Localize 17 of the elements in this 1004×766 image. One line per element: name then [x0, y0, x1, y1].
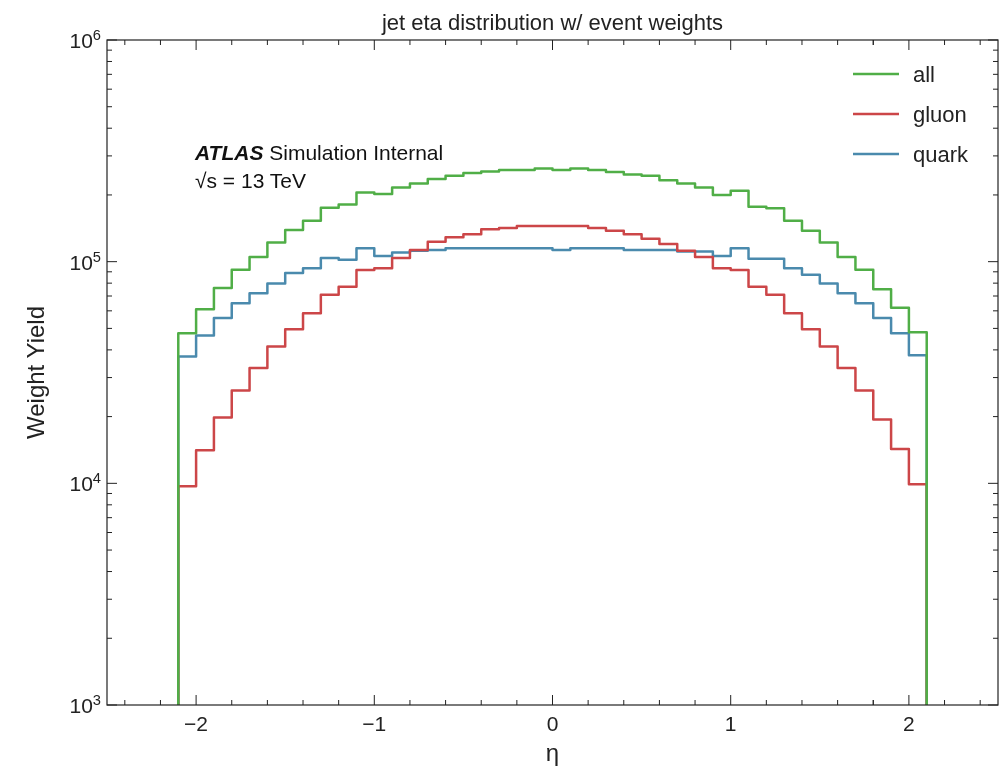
x-tick-label: 2 — [903, 712, 915, 735]
annotation: √s = 13 TeV — [195, 169, 306, 192]
x-tick-label: −2 — [184, 712, 209, 735]
legend-label: quark — [913, 142, 970, 167]
legend-label: gluon — [913, 102, 967, 127]
x-tick-label: −1 — [362, 712, 387, 735]
x-tick-label: 1 — [724, 712, 737, 735]
y-tick-label: 10$^{6}$ — [69, 27, 101, 52]
y-tick-label: 10$^{4}$ — [69, 470, 101, 496]
x-tick-label: 0 — [546, 712, 559, 735]
x-axis-title: η — [545, 739, 560, 766]
y-tick-label: 10$^{3}$ — [69, 692, 101, 717]
y-axis-title: Weight Yield — [22, 306, 49, 439]
chart-title: jet eta distribution w/ event weights — [380, 10, 724, 35]
annotation: ATLAS Simulation Internal — [194, 141, 444, 164]
legend-label: all — [913, 62, 936, 87]
y-tick-label: 10$^{5}$ — [69, 248, 101, 274]
